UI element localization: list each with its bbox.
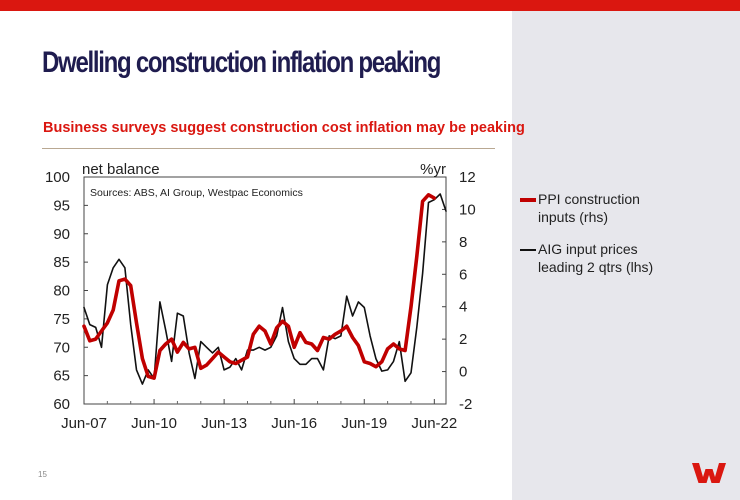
top-brand-bar [0, 0, 740, 11]
left-tick-label: 100 [45, 169, 70, 186]
x-tick-label: Jun-19 [341, 415, 387, 432]
x-tick-label: Jun-10 [131, 415, 177, 432]
right-tick-label: -2 [459, 396, 472, 413]
right-tick-label: 12 [459, 169, 476, 186]
x-axis: Jun-07 Jun-10 Jun-13 Jun-16 Jun-19 Jun-22 [61, 399, 457, 432]
left-y-axis: 60 65 70 75 80 85 90 95 100 [45, 169, 88, 413]
right-tick-label: 8 [459, 234, 467, 251]
legend-swatch-ppi [520, 198, 536, 202]
right-y-axis: -2 0 2 4 6 8 10 12 [442, 169, 476, 413]
chart-legend: PPI construction inputs (rhs) AIG input … [520, 190, 735, 290]
plot-area-border [83, 176, 447, 405]
left-tick-label: 90 [53, 226, 70, 243]
westpac-w-logo-icon [692, 463, 726, 483]
right-axis-label: %yr [420, 161, 446, 178]
legend-item-aig: AIG input prices leading 2 qtrs (lhs) [520, 240, 735, 276]
legend-label-aig: AIG input prices leading 2 qtrs (lhs) [538, 241, 654, 275]
left-tick-label: 85 [53, 254, 70, 271]
right-tick-label: 4 [459, 299, 467, 316]
right-side-panel [512, 11, 740, 500]
x-tick-label: Jun-13 [201, 415, 247, 432]
legend-label-ppi: PPI construction inputs (rhs) [538, 191, 640, 225]
left-tick-label: 60 [53, 396, 70, 413]
source-note: Sources: ABS, AI Group, Westpac Economic… [90, 187, 303, 199]
x-tick-label: Jun-16 [271, 415, 317, 432]
right-tick-label: 2 [459, 331, 467, 348]
plot-frame [83, 176, 447, 405]
right-tick-label: 0 [459, 364, 467, 381]
legend-swatch-aig [520, 249, 536, 251]
right-tick-label: 10 [459, 201, 476, 218]
x-tick-label: Jun-22 [411, 415, 457, 432]
right-tick-label: 6 [459, 266, 467, 283]
left-tick-label: 80 [53, 283, 70, 300]
series-layer [82, 193, 447, 385]
left-axis-label: net balance [82, 161, 160, 178]
left-tick-label: 65 [53, 368, 70, 385]
page-number: 15 [38, 470, 47, 479]
left-tick-label: 70 [53, 339, 70, 356]
x-tick-label: Jun-07 [61, 415, 107, 432]
slide-title: Dwelling construction inflation peaking [42, 46, 441, 79]
subtitle-divider [42, 148, 495, 149]
slide-subtitle: Business surveys suggest construction co… [43, 120, 525, 136]
legend-item-ppi: PPI construction inputs (rhs) [520, 190, 735, 226]
series-line-aig [83, 193, 447, 385]
left-tick-label: 95 [53, 197, 70, 214]
left-tick-label: 75 [53, 311, 70, 328]
series-line-ppi [82, 193, 437, 380]
